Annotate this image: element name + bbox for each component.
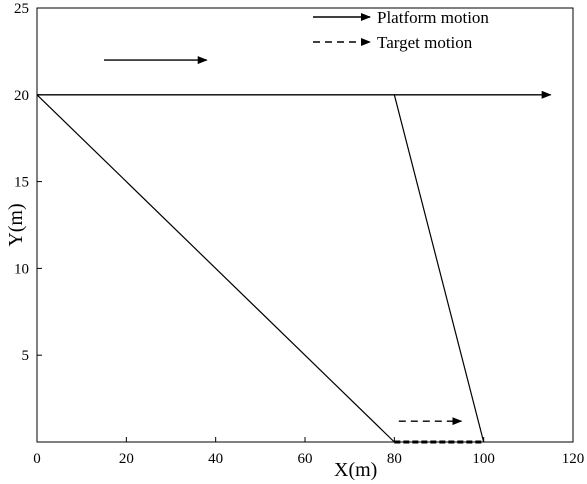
y-axis-title: Y(m): [5, 203, 27, 246]
legend-label: Target motion: [377, 33, 473, 52]
x-tick-label: 80: [387, 451, 402, 467]
y-tick-label: 25: [14, 1, 29, 17]
line-of-sight-line: [393, 94, 485, 443]
series-layer: [36, 90, 552, 444]
plot-area-frame: [36, 7, 574, 443]
x-tick-label: 120: [562, 451, 585, 467]
x-axis-title: X(m): [334, 459, 377, 481]
x-tick-label: 100: [472, 451, 495, 467]
x-tick-label: 60: [298, 451, 313, 467]
x-axis-ticks: 0 20 40 60 80 100 120: [33, 437, 584, 467]
y-tick-label: 15: [14, 175, 29, 191]
x-tick-label: 40: [208, 451, 223, 467]
x-tick-label: 0: [33, 451, 41, 467]
legend-label: Platform motion: [377, 8, 489, 27]
y-tick-label: 20: [14, 88, 29, 104]
y-tick-label: 5: [22, 348, 30, 364]
x-tick-label: 20: [119, 451, 134, 467]
y-axis-ticks: 5 10 15 20 25: [14, 1, 42, 364]
legend: Platform motion Target motion: [313, 8, 489, 52]
annotation-layer: [104, 56, 463, 426]
y-tick-label: 10: [14, 261, 29, 277]
line-of-sight-line: [36, 94, 395, 443]
